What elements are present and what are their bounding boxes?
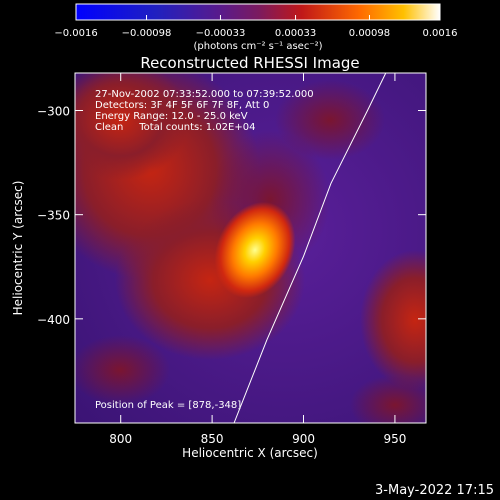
x-tick-label: 900 bbox=[292, 432, 315, 446]
colorbar-tick-label: −0.00098 bbox=[122, 28, 172, 39]
y-axis-ticks: −300 −350 −400 bbox=[37, 105, 426, 327]
annotation-time: 27-Nov-2002 07:33:52.000 to 07:39:52.000 bbox=[95, 89, 314, 100]
colorbar-tick-label: −0.0016 bbox=[54, 28, 97, 39]
x-axis-label: Heliocentric X (arcsec) bbox=[182, 446, 318, 460]
colorbar-unit-label: (photons cm⁻² s⁻¹ asec⁻²) bbox=[193, 41, 322, 52]
solar-limb-curve bbox=[233, 73, 387, 423]
chart-title: Reconstructed RHESSI Image bbox=[140, 54, 359, 72]
colorbar-ticks: −0.0016 −0.00098 −0.00033 0.00033 0.00098 0.0… bbox=[54, 15, 458, 39]
annotation-detectors: Detectors: 3F 4F 5F 6F 7F 8F, Att 0 bbox=[95, 100, 269, 111]
x-axis-ticks: 800 850 900 950 bbox=[109, 73, 406, 446]
y-tick-label: −400 bbox=[37, 313, 70, 327]
x-tick-label: 850 bbox=[201, 432, 224, 446]
annotation-counts: Clean Total counts: 1.02E+04 bbox=[95, 122, 255, 133]
heatmap-image bbox=[75, 73, 426, 423]
colorbar-tick-label: 0.00033 bbox=[275, 28, 316, 39]
footer-date: 3-May-2022 17:15 bbox=[375, 483, 494, 498]
annotation-block: 27-Nov-2002 07:33:52.000 to 07:39:52.000… bbox=[95, 89, 314, 133]
colorbar-tick-label: −0.00033 bbox=[196, 28, 246, 39]
y-tick-label: −300 bbox=[37, 105, 70, 119]
y-tick-label: −350 bbox=[37, 209, 70, 223]
y-axis-label: Heliocentric Y (arcsec) bbox=[11, 181, 25, 316]
colorbar bbox=[75, 3, 441, 21]
colorbar-tick-label: 0.0016 bbox=[423, 28, 458, 39]
peak-position-label: Position of Peak = [878,-348] bbox=[95, 400, 241, 411]
annotation-energy: Energy Range: 12.0 - 25.0 keV bbox=[95, 111, 248, 122]
x-tick-label: 950 bbox=[383, 432, 406, 446]
x-tick-label: 800 bbox=[109, 432, 132, 446]
plot-frame bbox=[74, 72, 427, 424]
colorbar-tick-label: 0.00098 bbox=[349, 28, 390, 39]
